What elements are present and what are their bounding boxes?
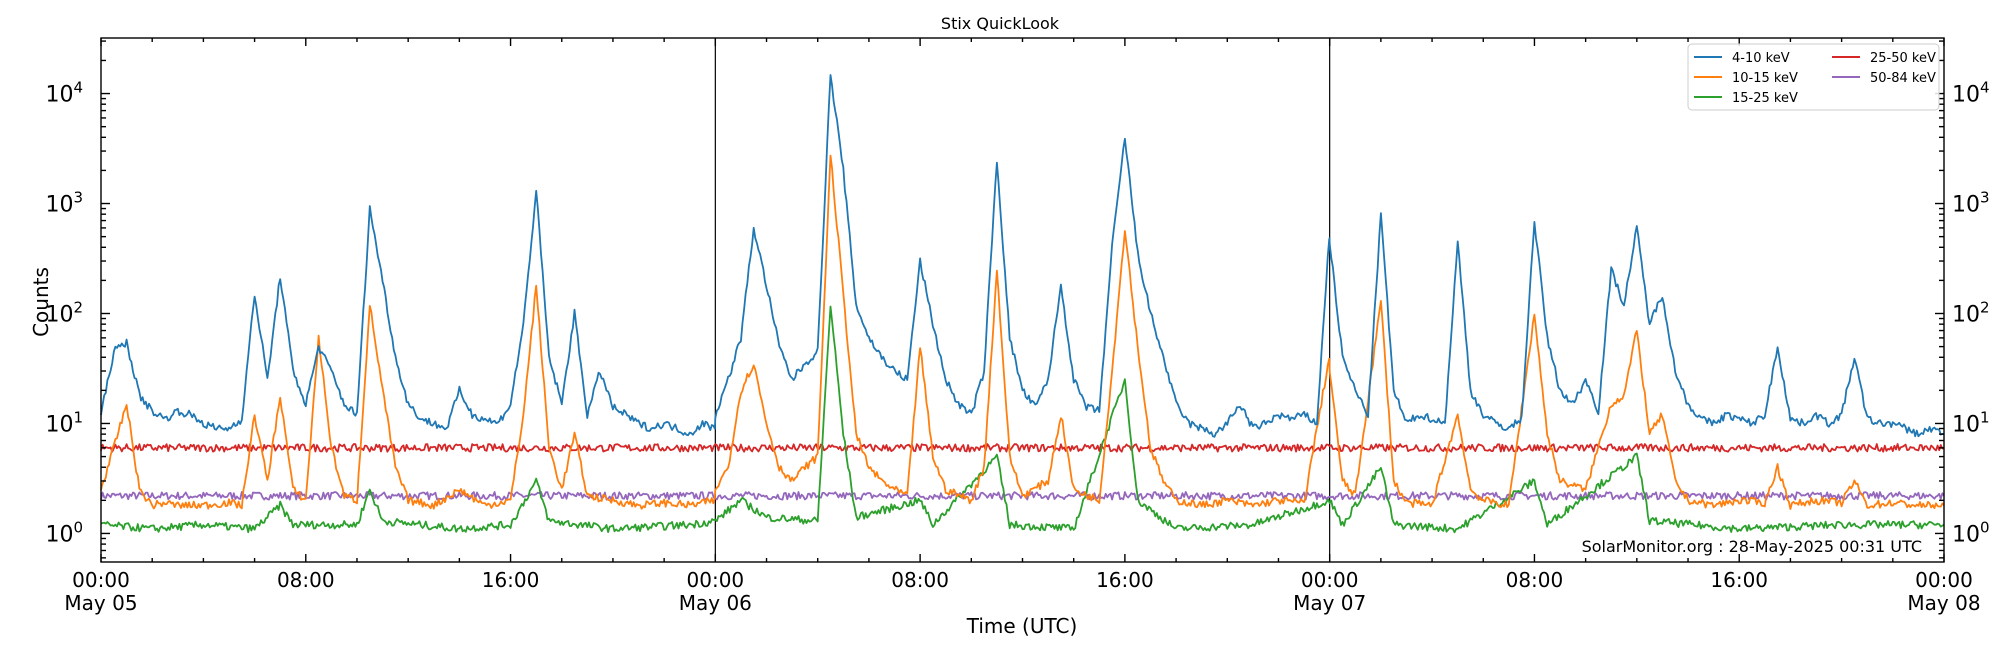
legend-label: 15-25 keV — [1732, 91, 1798, 106]
x-tick-label: 08:00 — [1506, 568, 1564, 592]
y-tick-label-right: 102 — [1952, 298, 1990, 327]
x-tick-label: 16:00 — [1710, 568, 1768, 592]
y-tick-label-left: 101 — [45, 408, 83, 437]
x-tick-date-label: May 06 — [679, 591, 752, 615]
y-tick-label-left: 100 — [45, 518, 83, 547]
legend-box — [1687, 43, 1940, 111]
plot-frame — [100, 37, 1945, 563]
source-annotation: SolarMonitor.org : 28-May-2025 00:31 UTC — [1582, 537, 1922, 556]
y-axis-label: Counts — [29, 267, 53, 337]
series-line-15-25-kev — [100, 305, 1945, 534]
y-tick-label-left: 103 — [45, 189, 83, 218]
chart-title: Stix QuickLook — [941, 14, 1060, 33]
series-line-4-10-kev — [100, 74, 1945, 438]
series-line-10-15-kev — [100, 154, 1945, 510]
x-tick-label: 08:00 — [277, 568, 335, 592]
day-separator-lines — [714, 38, 1331, 562]
legend-label: 10-15 keV — [1732, 71, 1798, 86]
legend: 4-10 keV 10-15 keV 15-25 keV 25-50 keV 50-84… — [1687, 43, 1940, 111]
y-tick-label-right: 104 — [1952, 79, 1990, 108]
x-tick-label: 00:00 — [72, 568, 130, 592]
legend-label: 50-84 keV — [1870, 71, 1936, 86]
data-series — [100, 74, 1945, 534]
x-tick-label: 00:00 — [1301, 568, 1359, 592]
x-tick-label: 08:00 — [891, 568, 949, 592]
x-tick-date-label: May 05 — [64, 591, 137, 615]
y-tick-label-right: 100 — [1952, 518, 1990, 547]
y-tick-label-left: 102 — [45, 298, 83, 327]
x-tick-date-label: May 08 — [1907, 591, 1980, 615]
x-tick-label: 16:00 — [482, 568, 540, 592]
y-tick-label-right: 101 — [1952, 408, 1990, 437]
y-tick-label-right: 103 — [1952, 189, 1990, 218]
x-tick-date-label: May 07 — [1293, 591, 1366, 615]
series-line-25-50-kev — [100, 443, 1945, 453]
legend-label: 25-50 keV — [1870, 51, 1936, 66]
x-tick-label: 16:00 — [1096, 568, 1154, 592]
x-tick-label: 00:00 — [687, 568, 745, 592]
legend-label: 4-10 keV — [1732, 51, 1790, 66]
x-tick-label: 00:00 — [1915, 568, 1973, 592]
x-axis-label: Time (UTC) — [966, 614, 1078, 638]
y-tick-label-left: 104 — [45, 79, 83, 108]
